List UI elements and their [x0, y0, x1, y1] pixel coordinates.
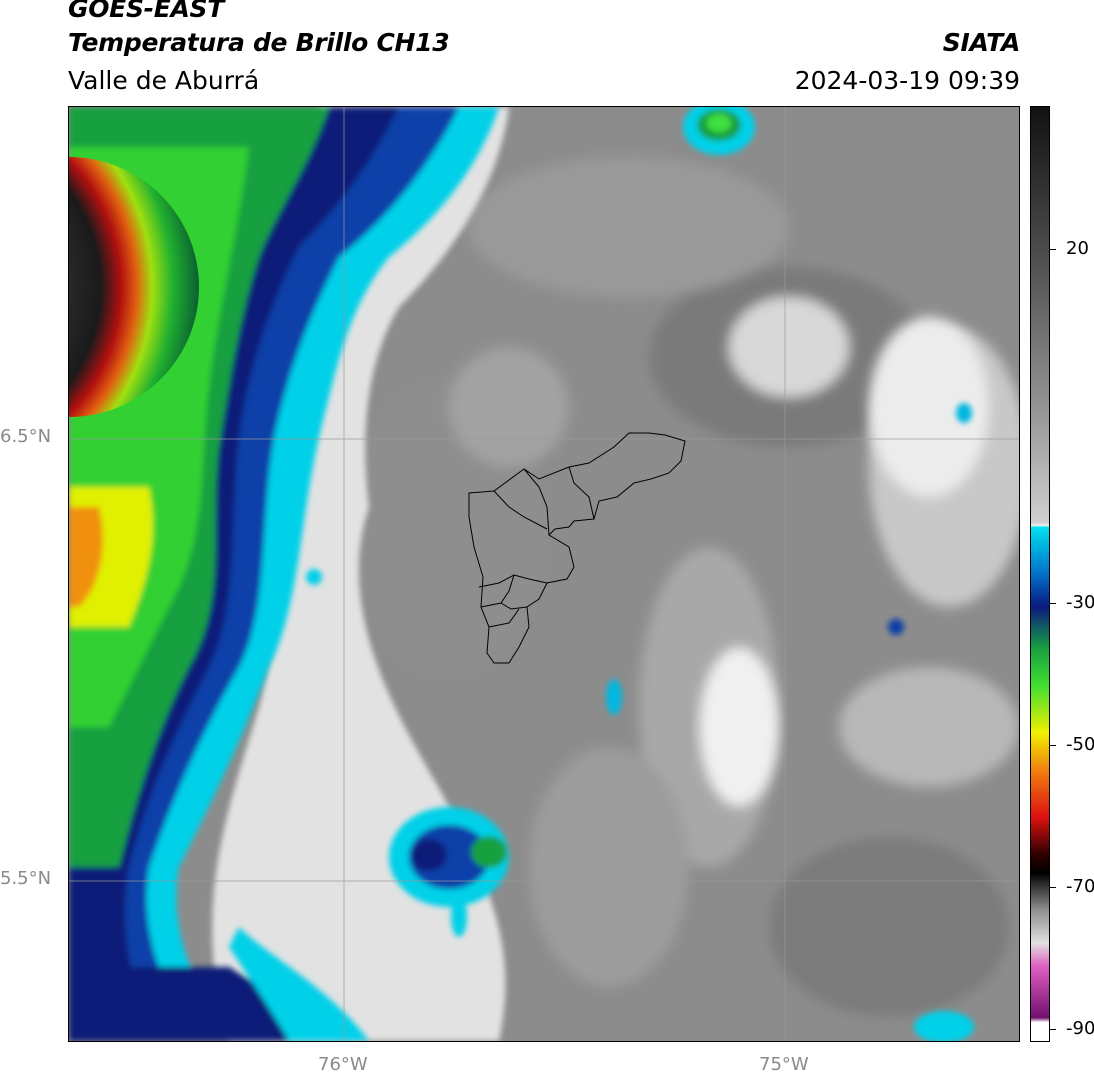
light-cloud-patch — [699, 647, 779, 807]
colorbar-tick — [1050, 745, 1056, 746]
colorbar — [1030, 106, 1050, 1042]
map-gridlines — [69, 107, 1019, 1041]
satellite-map[interactable] — [68, 106, 1020, 1042]
colorbar-label-minus90: -90 — [1066, 1018, 1094, 1039]
timestamp-label: 2024-03-19 09:39 — [794, 66, 1020, 95]
municipality-boundaries — [468, 432, 686, 664]
light-cloud-band — [212, 107, 509, 1041]
colorbar-tick — [1050, 603, 1056, 604]
lat-label-6.5: 6.5°N — [0, 426, 52, 447]
colorbar-label-20: 20 — [1066, 238, 1089, 259]
lon-label-75w: 75°W — [759, 1054, 809, 1075]
colorbar-label-minus50: -50 — [1066, 734, 1094, 755]
colorbar-gradient — [1031, 107, 1049, 1041]
light-cloud-patch — [869, 317, 989, 497]
convective-core — [69, 157, 199, 417]
colorbar-label-minus70: -70 — [1066, 876, 1094, 897]
region-label: Valle de Aburrá — [68, 66, 260, 95]
colorbar-tick — [1050, 249, 1056, 250]
satellite-title: GOES-EAST — [68, 0, 225, 23]
colorbar-tick — [1050, 1029, 1056, 1030]
scattered-cells — [306, 107, 974, 1041]
map-canvas — [69, 107, 1019, 1041]
lat-label-5.5: 5.5°N — [0, 868, 52, 889]
product-title: Temperatura de Brillo CH13 — [68, 28, 450, 57]
colorbar-tick — [1050, 887, 1056, 888]
colorbar-label-minus30: -30 — [1066, 592, 1094, 613]
lon-label-76w: 76°W — [318, 1054, 368, 1075]
organization-label: SIATA — [942, 28, 1021, 57]
